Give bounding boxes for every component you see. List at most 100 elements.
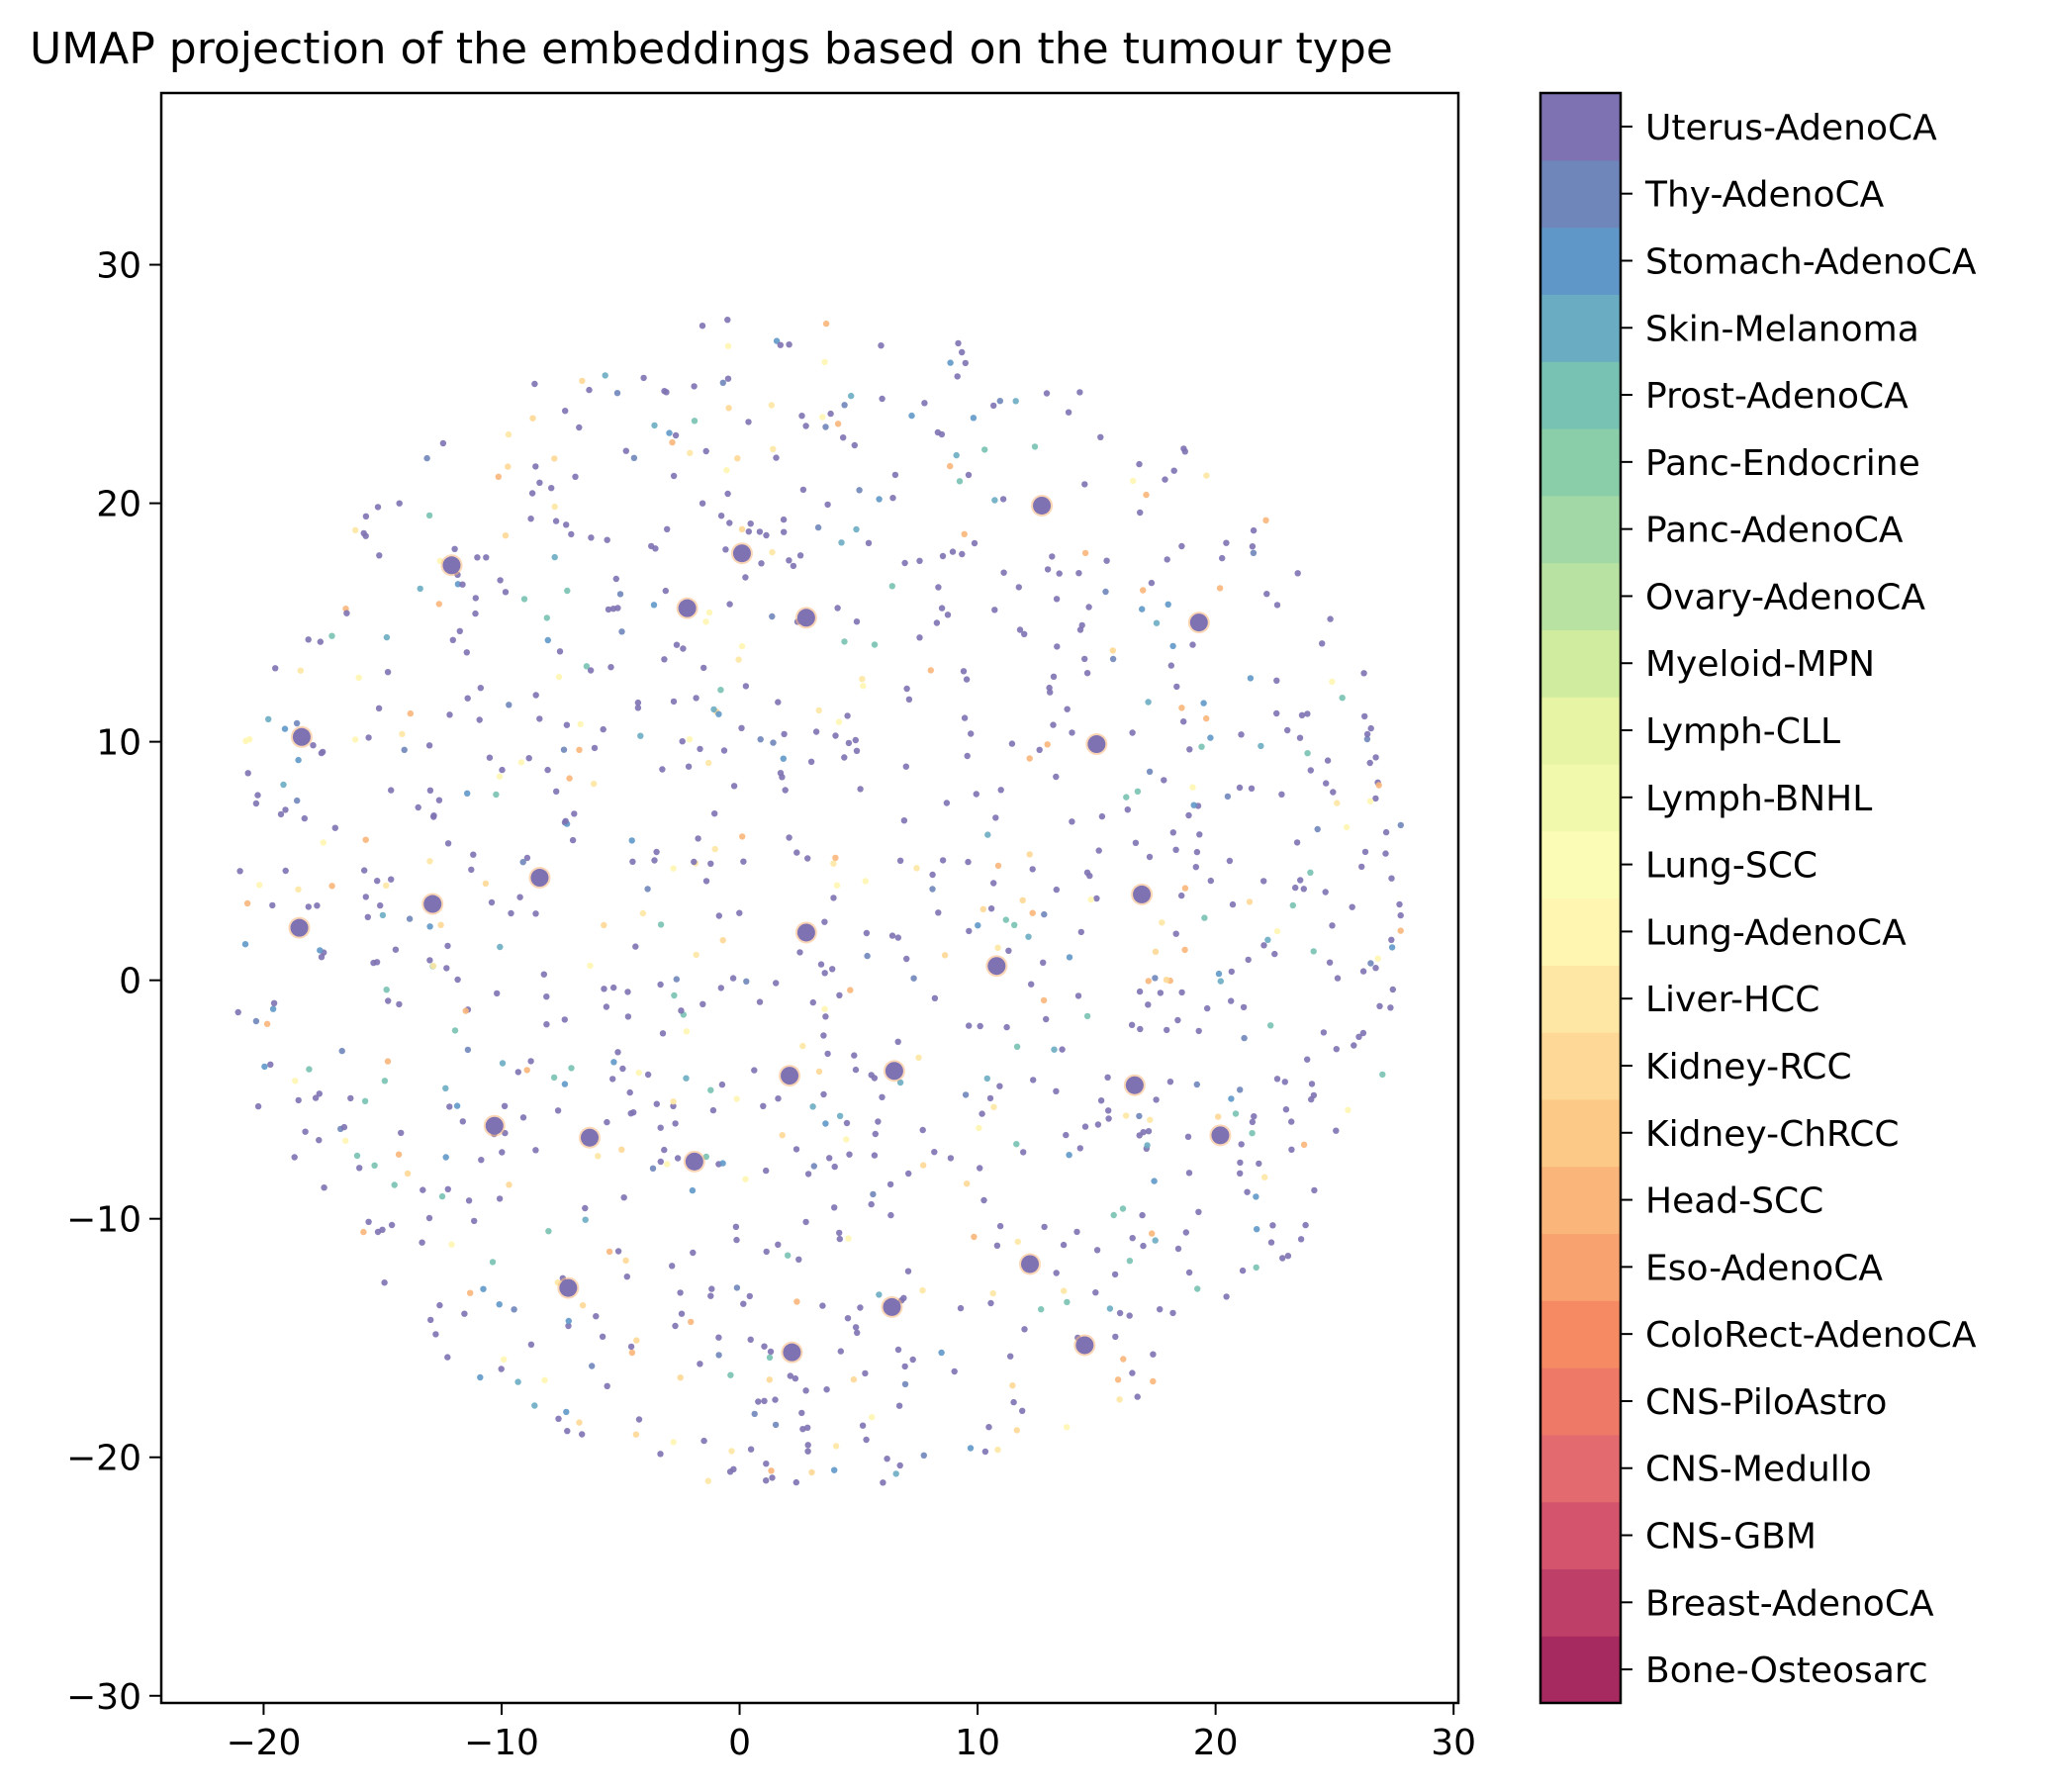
scatter-point bbox=[669, 1263, 676, 1270]
scatter-point bbox=[601, 986, 607, 992]
scatter-point bbox=[807, 758, 815, 765]
scatter-point bbox=[587, 962, 594, 970]
scatter-point bbox=[851, 441, 858, 449]
scatter-point bbox=[374, 1228, 382, 1236]
scatter-point bbox=[767, 1348, 775, 1356]
colorbar-label: Kidney-RCC bbox=[1645, 1047, 1852, 1087]
scatter-point bbox=[1126, 1258, 1134, 1265]
scatter-point bbox=[864, 952, 871, 960]
scatter-point bbox=[862, 1369, 869, 1377]
scatter-point bbox=[747, 1446, 755, 1453]
scatter-point bbox=[1207, 877, 1215, 885]
scatter-point bbox=[623, 1273, 630, 1280]
scatter-point bbox=[822, 1013, 829, 1020]
scatter-point bbox=[541, 1376, 548, 1384]
scatter-point bbox=[871, 1152, 879, 1159]
scatter-point bbox=[1147, 1116, 1154, 1123]
cluster-point bbox=[290, 918, 309, 937]
scatter-point bbox=[388, 787, 395, 794]
scatter-point bbox=[523, 1067, 530, 1074]
scatter-point bbox=[1263, 591, 1270, 598]
scatter-point bbox=[947, 462, 954, 470]
scatter-point bbox=[766, 1376, 773, 1383]
scatter-point bbox=[1237, 1159, 1244, 1167]
scatter-point bbox=[1051, 1046, 1058, 1053]
scatter-point bbox=[785, 1252, 792, 1259]
colorbar-label: ColoRect-AdenoCA bbox=[1645, 1315, 1977, 1356]
scatter-point bbox=[1136, 1112, 1143, 1120]
scatter-point bbox=[293, 719, 301, 727]
scatter-point bbox=[817, 961, 825, 968]
scatter-point bbox=[463, 649, 470, 656]
scatter-point bbox=[852, 1066, 860, 1074]
scatter-point bbox=[938, 1349, 945, 1357]
x-tick-label: 10 bbox=[955, 1723, 1000, 1763]
scatter-point bbox=[875, 1118, 882, 1125]
scatter-point bbox=[743, 978, 750, 985]
scatter-point bbox=[1192, 864, 1200, 871]
scatter-point bbox=[1146, 768, 1154, 775]
scatter-point bbox=[1172, 930, 1179, 937]
scatter-point bbox=[277, 810, 285, 818]
scatter-point bbox=[891, 471, 899, 479]
scatter-point bbox=[872, 1130, 879, 1138]
colorbar-frame bbox=[1538, 91, 1623, 1705]
scatter-point bbox=[961, 530, 968, 537]
scatter-point bbox=[644, 886, 651, 893]
scatter-point bbox=[859, 676, 866, 683]
scatter-point bbox=[959, 550, 966, 558]
scatter-point bbox=[622, 1257, 629, 1265]
scatter-point bbox=[1307, 869, 1314, 876]
scatter-point bbox=[981, 1448, 989, 1456]
scatter-point bbox=[786, 341, 792, 348]
scatter-point bbox=[1193, 1081, 1201, 1088]
scatter-point bbox=[653, 1100, 660, 1107]
scatter-point bbox=[879, 1093, 885, 1101]
scatter-point bbox=[739, 833, 746, 840]
scatter-point bbox=[464, 790, 471, 797]
scatter-point bbox=[1324, 757, 1332, 764]
scatter-point bbox=[1382, 828, 1390, 836]
scatter-point bbox=[1260, 878, 1267, 885]
scatter-point bbox=[824, 501, 831, 509]
scatter-point bbox=[960, 668, 968, 675]
scatter-point bbox=[847, 987, 854, 993]
colorbar-segment bbox=[1540, 227, 1621, 295]
scatter-point bbox=[551, 553, 558, 561]
scatter-point bbox=[618, 1146, 625, 1154]
scatter-point bbox=[819, 1302, 826, 1309]
colorbar-segment bbox=[1540, 629, 1621, 698]
scatter-point bbox=[672, 431, 680, 439]
scatter-point bbox=[543, 1021, 550, 1028]
cluster-point bbox=[559, 1278, 578, 1297]
scatter-point bbox=[373, 959, 381, 966]
scatter-point bbox=[265, 715, 272, 722]
scatter-point bbox=[1204, 1004, 1211, 1012]
scatter-point bbox=[1359, 968, 1367, 975]
scatter-point bbox=[486, 754, 494, 761]
scatter-point bbox=[548, 485, 555, 492]
scatter-point bbox=[888, 583, 895, 590]
scatter-point bbox=[820, 1090, 827, 1098]
scatter-point bbox=[1185, 811, 1192, 819]
scatter-point bbox=[927, 667, 934, 674]
scatter-point bbox=[383, 633, 391, 641]
scatter-point bbox=[903, 685, 910, 693]
scatter-point bbox=[465, 1197, 473, 1204]
scatter-point bbox=[614, 1248, 622, 1255]
colorbar-segment bbox=[1540, 697, 1621, 765]
scatter-point bbox=[1251, 1113, 1258, 1120]
y-axis: −30 −20 −10 0 10 20 30 bbox=[66, 246, 161, 1718]
scatter-point bbox=[1237, 1086, 1244, 1093]
scatter-point bbox=[957, 1304, 965, 1312]
scatter-point bbox=[991, 497, 998, 504]
scatter-point bbox=[497, 577, 504, 584]
scatter-point bbox=[747, 1336, 754, 1344]
scatter-point bbox=[384, 1058, 392, 1065]
scatter-point bbox=[679, 738, 686, 745]
scatter-point bbox=[1061, 1287, 1068, 1294]
scatter-point bbox=[775, 699, 782, 706]
cluster-point bbox=[685, 1152, 703, 1171]
scatter-point bbox=[604, 1382, 610, 1390]
scatter-point bbox=[965, 471, 973, 479]
